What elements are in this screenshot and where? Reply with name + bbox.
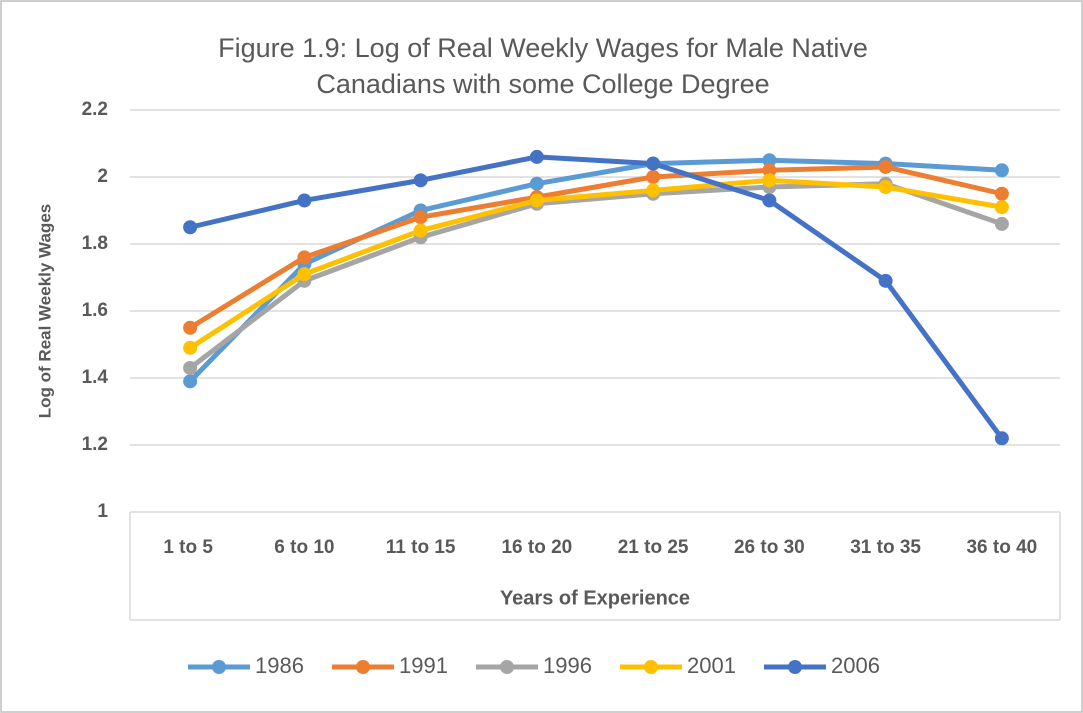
data-point <box>994 163 1009 178</box>
data-point <box>762 153 777 168</box>
x-tick-label: 1 to 5 <box>163 537 213 558</box>
legend-marker <box>644 660 658 674</box>
series-line <box>189 154 1004 440</box>
y-tick-label: 1.6 <box>82 300 108 321</box>
data-point <box>297 193 312 208</box>
data-point <box>529 149 544 164</box>
series-line <box>188 157 1003 384</box>
x-tick-label: 11 to 15 <box>386 537 456 558</box>
y-axis-label: Log of Real Weekly Wages <box>35 204 54 418</box>
x-tick-label: 6 to 10 <box>274 537 334 558</box>
x-tick-label: 26 to 30 <box>734 537 805 558</box>
data-point <box>994 431 1009 446</box>
x-axis-label: Years of Experience <box>500 587 690 609</box>
y-tick-label: 1 <box>97 501 108 522</box>
legend-marker <box>356 660 370 674</box>
legend-label: 2006 <box>831 653 880 678</box>
legend-label: 1996 <box>543 653 592 678</box>
y-tick-label: 1.4 <box>82 367 109 388</box>
legend-label: 2001 <box>687 653 736 678</box>
y-tick-label: 1.8 <box>82 233 108 254</box>
data-point <box>646 156 661 171</box>
data-point <box>762 173 777 188</box>
y-tick-label: 2 <box>97 166 108 187</box>
x-tick-label: 31 to 35 <box>850 537 921 558</box>
data-point <box>183 220 198 235</box>
legend-label: 1991 <box>399 653 448 678</box>
x-tick-label: 36 to 40 <box>966 537 1037 558</box>
data-point <box>529 193 544 208</box>
legend-marker <box>788 660 802 674</box>
data-point <box>762 163 777 178</box>
data-point <box>413 223 428 238</box>
data-point <box>878 180 893 195</box>
data-point <box>413 173 428 188</box>
data-point <box>994 186 1009 201</box>
data-point <box>297 250 312 265</box>
data-point <box>646 170 661 184</box>
data-point <box>646 183 661 198</box>
legend-marker <box>500 660 514 674</box>
y-tick-label: 1.2 <box>82 434 108 455</box>
data-point <box>183 374 198 389</box>
data-point <box>183 360 198 375</box>
data-point <box>994 216 1009 231</box>
data-point <box>183 340 198 355</box>
data-point <box>878 159 893 174</box>
series-line <box>188 177 1003 350</box>
data-point <box>183 320 198 335</box>
data-point <box>994 200 1009 215</box>
x-tick-label: 21 to 25 <box>618 537 689 558</box>
legend-marker <box>212 660 226 674</box>
data-point <box>413 210 428 225</box>
data-point <box>878 273 893 288</box>
chart-title: Figure 1.9: Log of Real Weekly Wages for… <box>218 33 868 99</box>
data-point <box>297 267 312 282</box>
y-tick-label: 2.2 <box>82 99 108 120</box>
data-point <box>762 193 777 208</box>
x-tick-label: 16 to 20 <box>501 537 572 558</box>
data-point <box>529 176 544 191</box>
legend-label: 1986 <box>255 653 304 678</box>
series-line <box>188 164 1003 330</box>
